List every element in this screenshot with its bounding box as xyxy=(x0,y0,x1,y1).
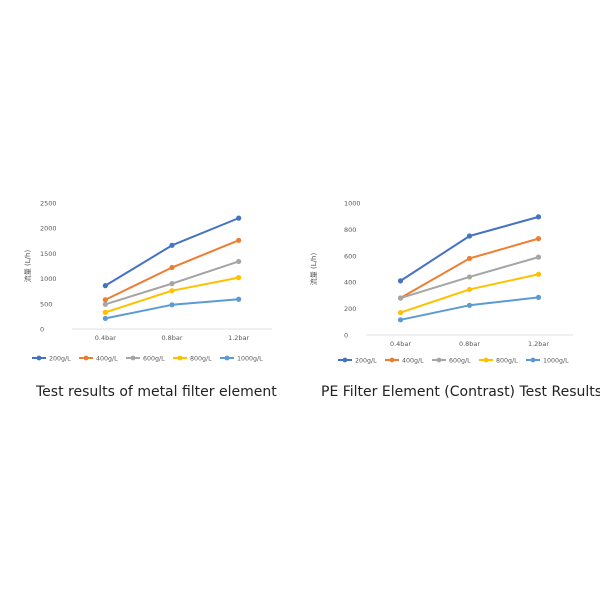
y-tick-label: 2500 xyxy=(40,200,57,208)
data-point xyxy=(466,286,473,293)
pe-filter-panel: 流量 (L/h) 0 200 400 600 800 1000 0.4bar 0.8bar 1.2… xyxy=(308,195,583,370)
data-point xyxy=(236,296,242,302)
y-tick-label: 500 xyxy=(40,300,52,308)
legend-marker xyxy=(436,357,442,363)
x-tick-label: 0.4bar xyxy=(95,334,116,342)
data-point xyxy=(466,302,473,308)
x-tick-label: 1.2bar xyxy=(228,334,249,342)
x-tick-label: 1.2bar xyxy=(528,340,549,348)
data-point xyxy=(466,274,473,280)
pe-filter-chart: 流量 (L/h) 0 200 400 600 800 1000 0.4bar 0.8bar 1.2… xyxy=(309,200,573,364)
data-point xyxy=(236,258,242,265)
data-point xyxy=(397,295,404,301)
y-tick-label: 600 xyxy=(344,252,356,260)
data-point xyxy=(535,271,542,277)
data-point xyxy=(169,302,175,308)
data-point xyxy=(169,264,175,271)
metal-filter-chart: 流量 (L/h) 0 500 1000 1500 2000 2500 0.4bar 0.8bar… xyxy=(23,200,272,362)
x-tick-label: 0.8bar xyxy=(161,334,182,342)
series-line xyxy=(400,296,539,321)
data-point xyxy=(102,301,108,307)
data-point xyxy=(169,242,175,248)
data-point xyxy=(102,297,108,303)
data-point xyxy=(169,288,175,294)
data-point xyxy=(236,237,242,243)
data-point xyxy=(236,215,242,221)
data-point xyxy=(535,254,542,260)
legend-marker xyxy=(130,355,136,361)
series-line xyxy=(104,217,240,287)
y-tick-label: 0 xyxy=(40,326,44,334)
data-point xyxy=(102,309,108,315)
legend-marker xyxy=(483,357,489,363)
data-point xyxy=(102,283,108,289)
y-tick-label: 2000 xyxy=(40,225,57,233)
y-tick-label: 1500 xyxy=(40,250,57,258)
legend-label: 600g/L xyxy=(143,355,165,362)
legend-marker xyxy=(530,357,536,363)
y-axis-label: 流量 (L/h) xyxy=(23,250,32,283)
x-tick-label: 0.8bar xyxy=(459,340,480,348)
legend-label: 200g/L xyxy=(355,357,377,364)
metal-filter-caption: Test results of metal filter element xyxy=(36,384,277,400)
y-tick-label: 400 xyxy=(344,279,356,287)
data-point xyxy=(169,281,175,287)
x-tick-label: 0.4bar xyxy=(390,340,411,348)
y-tick-label: 200 xyxy=(344,305,356,313)
legend-marker xyxy=(177,355,183,361)
legend-marker xyxy=(36,355,42,361)
legend-label: 400g/L xyxy=(402,357,424,364)
series-line xyxy=(399,215,539,282)
legend-label: 1000g/L xyxy=(237,355,263,362)
data-point xyxy=(535,236,542,242)
data-point xyxy=(397,309,404,316)
legend-label: 400g/L xyxy=(96,355,118,362)
data-point xyxy=(466,255,473,262)
data-point xyxy=(236,274,242,281)
data-point xyxy=(466,233,473,239)
pe-filter-caption: PE Filter Element (Contrast) Test Result… xyxy=(321,384,600,400)
legend-label: 800g/L xyxy=(190,355,212,362)
y-tick-label: 1000 xyxy=(40,275,57,283)
legend-marker xyxy=(389,357,395,363)
legend-label: 1000g/L xyxy=(543,357,569,364)
metal-filter-panel: 流量 (L/h) 0 500 1000 1500 2000 2500 0.4bar 0.8bar… xyxy=(22,195,282,370)
data-point xyxy=(102,315,108,322)
legend-label: 600g/L xyxy=(449,357,471,364)
y-tick-label: 0 xyxy=(344,332,348,340)
data-point xyxy=(397,278,404,284)
data-point xyxy=(397,317,404,323)
legend-marker xyxy=(224,355,230,361)
data-point xyxy=(535,294,542,300)
legend-marker xyxy=(83,355,89,361)
legend-label: 200g/L xyxy=(49,355,71,362)
legend-label: 800g/L xyxy=(496,357,518,364)
series-line xyxy=(105,298,239,320)
y-tick-label: 1000 xyxy=(344,200,361,208)
legend-marker xyxy=(342,357,348,363)
y-axis-label: 流量 (L/h) xyxy=(309,253,318,286)
data-point xyxy=(535,214,542,220)
y-tick-label: 800 xyxy=(344,226,356,234)
